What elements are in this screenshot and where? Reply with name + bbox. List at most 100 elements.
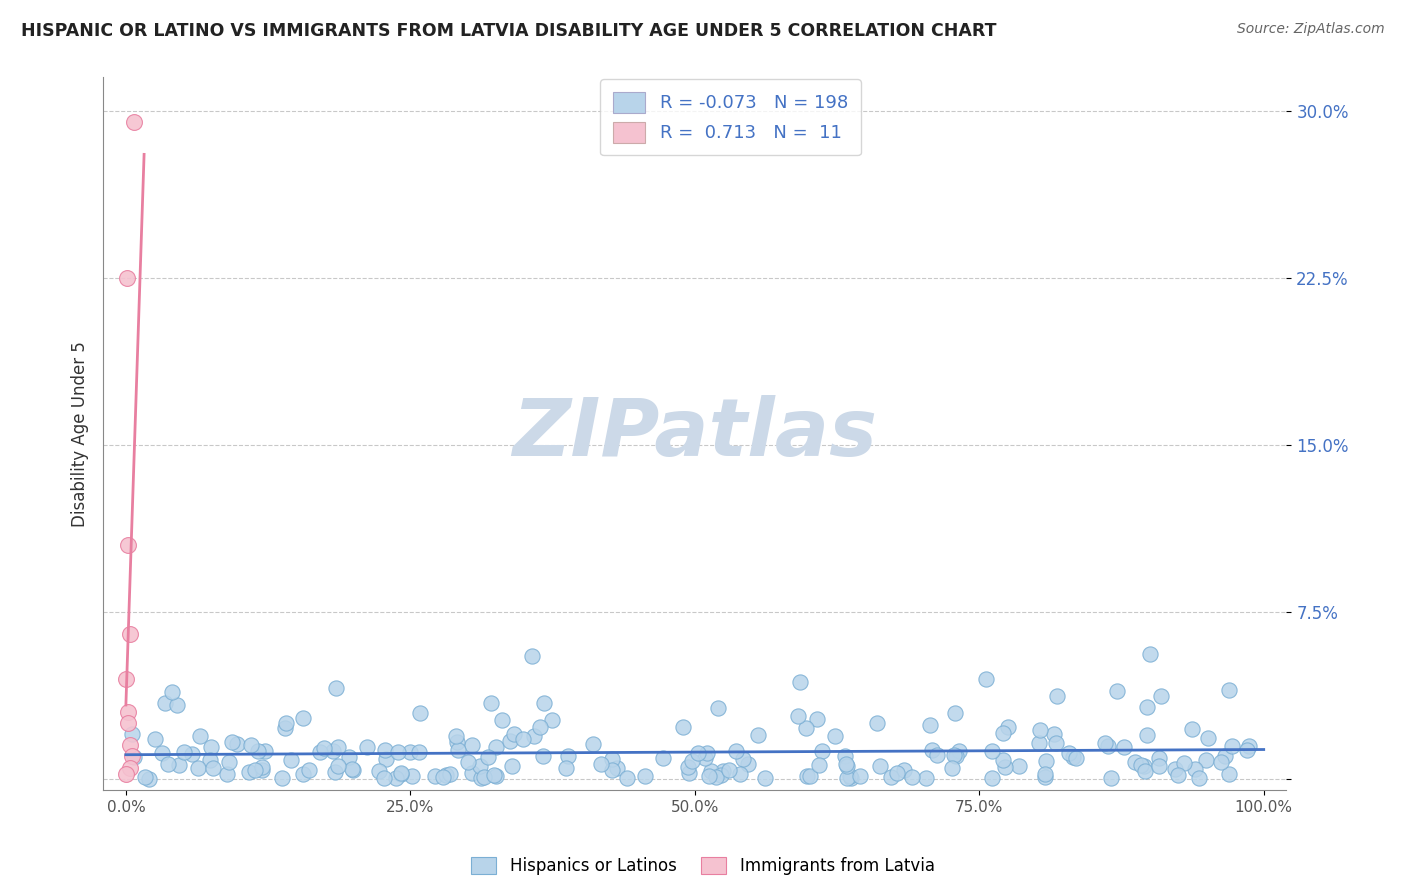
Point	[555, 761, 578, 775]
Point	[292, 710, 315, 724]
Point	[1149, 690, 1171, 704]
Point	[187, 761, 209, 775]
Point	[849, 769, 872, 783]
Point	[704, 771, 727, 785]
Point	[993, 753, 1015, 767]
Point	[901, 770, 924, 784]
Point	[700, 764, 723, 779]
Point	[215, 766, 238, 780]
Point	[724, 744, 747, 758]
Point	[835, 758, 858, 772]
Text: ZIPatlas: ZIPatlas	[512, 394, 877, 473]
Point	[501, 759, 523, 773]
Point	[943, 748, 966, 763]
Point	[118, 627, 141, 641]
Point	[1130, 757, 1153, 772]
Point	[387, 746, 409, 760]
Point	[1218, 683, 1240, 698]
Point	[787, 708, 810, 723]
Point	[173, 745, 195, 759]
Point	[1147, 751, 1170, 765]
Point	[122, 750, 145, 764]
Point	[250, 763, 273, 777]
Point	[681, 754, 703, 768]
Text: Source: ZipAtlas.com: Source: ZipAtlas.com	[1237, 22, 1385, 37]
Point	[1125, 755, 1147, 769]
Point	[1046, 689, 1069, 703]
Point	[523, 729, 546, 743]
Point	[512, 731, 534, 746]
Point	[408, 745, 430, 759]
Point	[672, 720, 695, 734]
Point	[439, 766, 461, 780]
Point	[600, 763, 623, 777]
Point	[693, 751, 716, 765]
Point	[328, 739, 350, 754]
Point	[747, 728, 769, 742]
Point	[1213, 748, 1236, 763]
Point	[606, 761, 628, 775]
Point	[1107, 684, 1129, 698]
Point	[794, 721, 817, 735]
Point	[198, 753, 221, 767]
Point	[309, 745, 332, 759]
Point	[280, 753, 302, 767]
Point	[710, 768, 733, 782]
Point	[138, 772, 160, 786]
Point	[728, 766, 751, 780]
Point	[886, 765, 908, 780]
Point	[557, 749, 579, 764]
Point	[134, 770, 156, 784]
Point	[340, 763, 363, 777]
Point	[202, 761, 225, 775]
Point	[389, 767, 412, 781]
Point	[869, 759, 891, 773]
Point	[1094, 736, 1116, 750]
Point	[181, 747, 204, 761]
Point	[389, 766, 412, 780]
Point	[634, 769, 657, 783]
Point	[602, 752, 624, 766]
Point	[754, 771, 776, 785]
Point	[150, 746, 173, 760]
Point	[325, 681, 347, 695]
Point	[927, 747, 949, 762]
Point	[447, 743, 470, 757]
Point	[1057, 746, 1080, 760]
Point	[118, 739, 141, 753]
Point	[697, 769, 720, 783]
Point	[167, 758, 190, 772]
Point	[485, 739, 508, 754]
Point	[835, 771, 858, 785]
Point	[117, 705, 139, 719]
Point	[943, 706, 966, 721]
Point	[323, 764, 346, 779]
Point	[531, 749, 554, 764]
Point	[1097, 739, 1119, 754]
Point	[356, 740, 378, 755]
Text: HISPANIC OR LATINO VS IMMIGRANTS FROM LATVIA DISABILITY AGE UNDER 5 CORRELATION : HISPANIC OR LATINO VS IMMIGRANTS FROM LA…	[21, 22, 997, 40]
Point	[472, 770, 495, 784]
Point	[529, 720, 551, 734]
Point	[461, 739, 484, 753]
Point	[993, 760, 1015, 774]
Point	[122, 115, 145, 129]
Point	[246, 744, 269, 758]
Point	[1237, 739, 1260, 754]
Point	[326, 758, 349, 772]
Point	[582, 737, 605, 751]
Point	[941, 761, 963, 775]
Point	[1184, 763, 1206, 777]
Point	[314, 741, 336, 756]
Point	[115, 767, 138, 781]
Point	[485, 769, 508, 783]
Point	[997, 721, 1019, 735]
Point	[240, 738, 263, 752]
Point	[298, 764, 321, 778]
Point	[276, 715, 298, 730]
Point	[409, 706, 432, 720]
Point	[398, 745, 420, 759]
Point	[271, 771, 294, 785]
Point	[789, 675, 811, 690]
Point	[1114, 739, 1136, 754]
